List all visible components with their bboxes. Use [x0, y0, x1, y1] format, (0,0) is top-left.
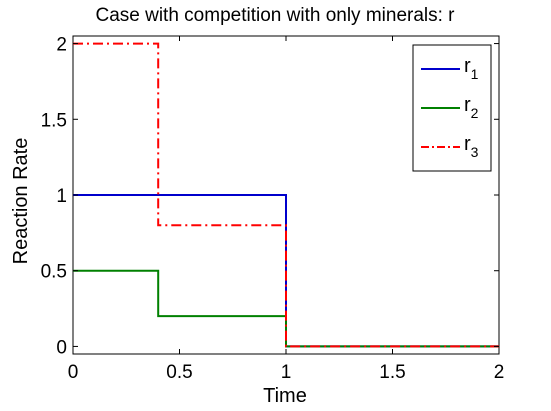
y-tick-label: 0 [56, 337, 67, 358]
x-tick-label: 1 [281, 362, 292, 383]
y-tick-label: 2 [56, 35, 67, 56]
y-tick-label: 0.5 [41, 262, 67, 283]
chart-title: Case with competition with only minerals… [95, 5, 455, 26]
legend: r1 r2 r3 [412, 44, 492, 172]
y-tick-label: 1.5 [41, 110, 67, 131]
x-tick-label: 1.5 [379, 362, 405, 383]
x-tick-label: 0 [68, 362, 79, 383]
x-axis-title: Time [263, 385, 307, 407]
x-tick-label: 0.5 [166, 362, 192, 383]
y-tick-label: 1 [56, 186, 67, 207]
legend-label-r2: r2 [464, 94, 479, 121]
legend-label-r1: r1 [464, 55, 479, 82]
legend-label-r3: r3 [464, 133, 479, 160]
x-tick-label: 2 [494, 362, 505, 383]
y-axis-title: Reaction Rate [10, 138, 32, 265]
series-line-r2 [73, 269, 499, 348]
